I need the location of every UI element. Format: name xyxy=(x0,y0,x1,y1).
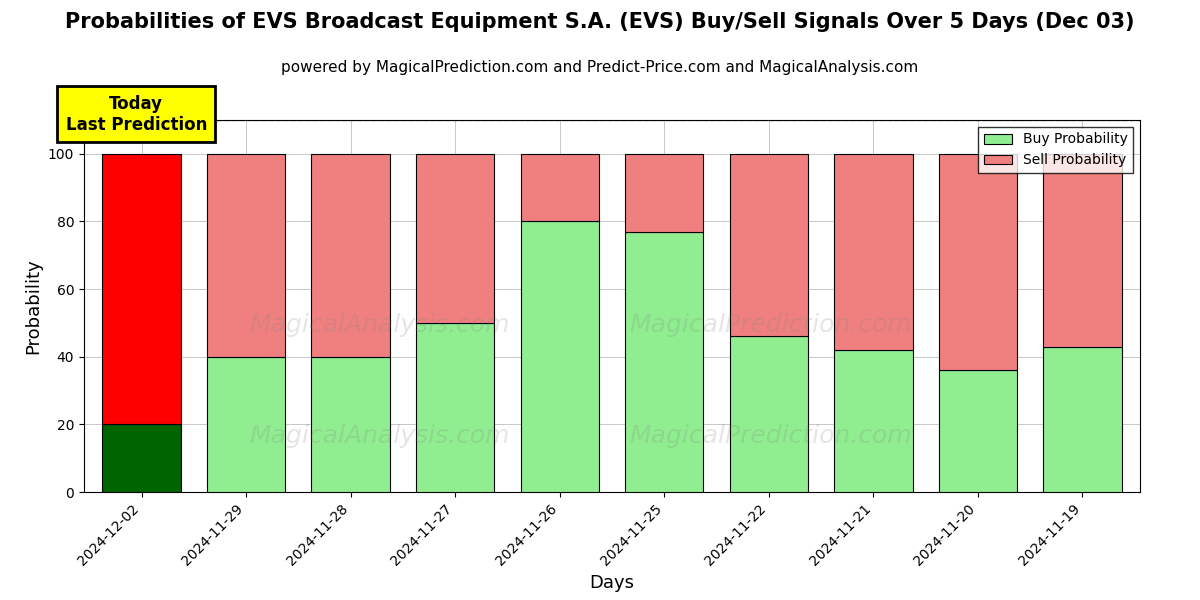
Bar xyxy=(834,350,912,492)
X-axis label: Days: Days xyxy=(589,574,635,592)
Legend: Buy Probability, Sell Probability: Buy Probability, Sell Probability xyxy=(978,127,1133,173)
Bar xyxy=(521,154,599,221)
Bar xyxy=(416,154,494,323)
Bar xyxy=(206,154,286,357)
Bar xyxy=(102,154,181,424)
Bar xyxy=(521,221,599,492)
Bar xyxy=(730,337,808,492)
Bar xyxy=(1043,347,1122,492)
Bar xyxy=(416,323,494,492)
Bar xyxy=(102,424,181,492)
Bar xyxy=(312,154,390,357)
Text: powered by MagicalPrediction.com and Predict-Price.com and MagicalAnalysis.com: powered by MagicalPrediction.com and Pre… xyxy=(281,60,919,75)
Text: MagicalAnalysis.com: MagicalAnalysis.com xyxy=(250,313,510,337)
Bar xyxy=(625,232,703,492)
Text: Probabilities of EVS Broadcast Equipment S.A. (EVS) Buy/Sell Signals Over 5 Days: Probabilities of EVS Broadcast Equipment… xyxy=(65,12,1135,32)
Bar xyxy=(938,370,1018,492)
Bar xyxy=(938,154,1018,370)
Text: Today
Last Prediction: Today Last Prediction xyxy=(66,95,206,134)
Bar xyxy=(625,154,703,232)
Text: MagicalAnalysis.com: MagicalAnalysis.com xyxy=(250,424,510,448)
Bar xyxy=(312,357,390,492)
Text: MagicalPrediction.com: MagicalPrediction.com xyxy=(629,313,912,337)
Y-axis label: Probability: Probability xyxy=(24,258,42,354)
Bar xyxy=(730,154,808,337)
Bar xyxy=(206,357,286,492)
Bar xyxy=(834,154,912,350)
Text: MagicalPrediction.com: MagicalPrediction.com xyxy=(629,424,912,448)
Bar xyxy=(1043,154,1122,347)
